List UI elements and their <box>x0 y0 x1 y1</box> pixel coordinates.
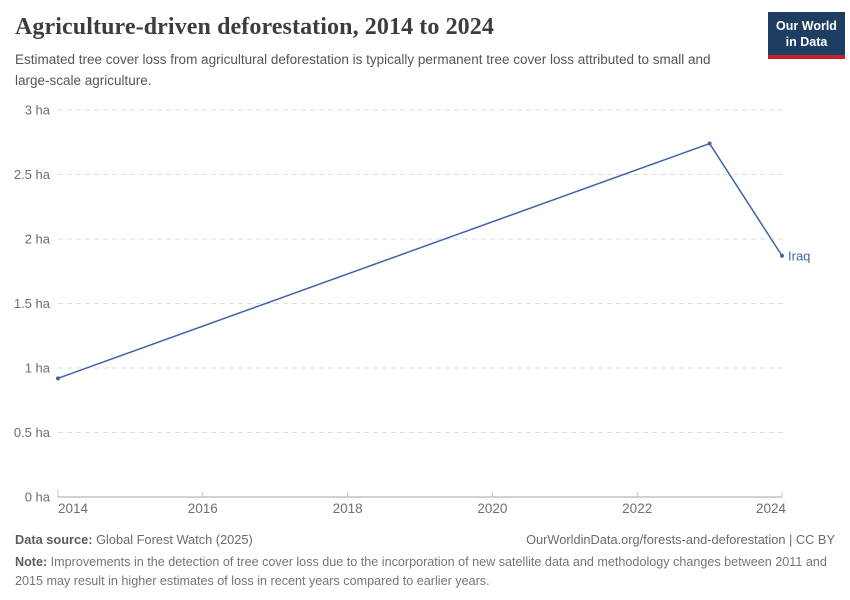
data-source: Data source: Global Forest Watch (2025) <box>15 532 253 547</box>
x-tick-label: 2022 <box>622 501 652 516</box>
owid-logo-line1: Our World <box>776 19 837 33</box>
data-point[interactable] <box>780 253 784 258</box>
data-source-value: Global Forest Watch (2025) <box>92 532 253 548</box>
data-point[interactable] <box>707 141 712 146</box>
y-tick-label: 3 ha <box>25 103 51 118</box>
owid-logo-line2: in Data <box>785 34 828 49</box>
y-tick-label: 2.5 ha <box>14 167 51 182</box>
x-tick-label: 2018 <box>333 501 363 516</box>
y-tick-label: 2 ha <box>25 232 51 247</box>
series-end-label[interactable]: Iraq <box>788 248 810 263</box>
chart-subtitle: Estimated tree cover loss from agricultu… <box>15 52 711 88</box>
y-tick-label: 1 ha <box>25 361 51 376</box>
chart-title: Agriculture-driven deforestation, 2014 t… <box>15 14 494 40</box>
chart-footer: Data source: Global Forest Watch (2025) … <box>15 532 835 591</box>
x-tick-label: 2020 <box>477 501 507 516</box>
data-point[interactable] <box>56 376 60 381</box>
x-tick-label: 2024 <box>756 501 787 516</box>
owid-logo: Our World in Data <box>768 12 845 60</box>
y-tick-label: 0.5 ha <box>14 425 51 440</box>
y-tick-label: 1.5 ha <box>14 296 51 311</box>
chart-note-text: Improvements in the detection of tree co… <box>15 555 827 589</box>
x-tick-label: 2016 <box>188 501 218 516</box>
y-tick-label: 0 ha <box>25 490 51 505</box>
chart-header: Agriculture-driven deforestation, 2014 t… <box>0 0 850 92</box>
chart-note: Note: Improvements in the detection of t… <box>15 553 835 591</box>
data-source-label: Data source: <box>15 532 93 548</box>
x-tick-label: 2014 <box>58 501 89 516</box>
series-line[interactable] <box>57 142 783 380</box>
chart-note-label: Note: <box>15 555 48 570</box>
attribution-link[interactable]: OurWorldinData.org/forests-and-deforesta… <box>526 532 835 548</box>
